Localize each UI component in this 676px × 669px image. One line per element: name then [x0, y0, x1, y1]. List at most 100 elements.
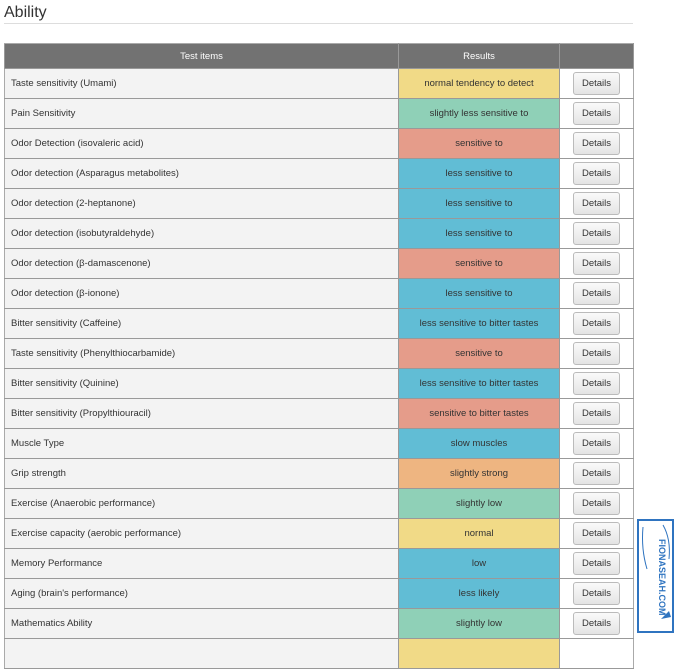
test-item: Aging (brain's performance): [4, 578, 399, 609]
action-cell: Details: [559, 428, 634, 459]
result-cell: less sensitive to: [398, 188, 560, 219]
details-button[interactable]: Details: [573, 252, 620, 275]
table-header: Test items Results: [4, 43, 634, 69]
details-button[interactable]: Details: [573, 522, 620, 545]
table-row: Exercise capacity (aerobic performance) …: [4, 518, 634, 549]
action-cell: Details: [559, 338, 634, 369]
test-item: Exercise (Anaerobic performance): [4, 488, 399, 519]
details-button[interactable]: Details: [573, 342, 620, 365]
test-item: Muscle Type: [4, 428, 399, 459]
action-cell: Details: [559, 158, 634, 189]
table-row: Mathematics Ability slightly low Details: [4, 608, 634, 639]
details-button[interactable]: Details: [573, 552, 620, 575]
result-cell: normal tendency to detect: [398, 68, 560, 99]
result-cell: less sensitive to: [398, 158, 560, 189]
action-cell: Details: [559, 488, 634, 519]
action-cell: Details: [559, 68, 634, 99]
table-row: Odor detection (2-heptanone) less sensit…: [4, 188, 634, 219]
test-item: Odor detection (Asparagus metabolites): [4, 158, 399, 189]
result-cell: sensitive to: [398, 338, 560, 369]
table-row: Odor detection (isobutyraldehyde) less s…: [4, 218, 634, 249]
test-item: Odor Detection (isovaleric acid): [4, 128, 399, 159]
result-cell: normal: [398, 518, 560, 549]
test-item: Odor detection (isobutyraldehyde): [4, 218, 399, 249]
table-row: Aging (brain's performance) less likely …: [4, 578, 634, 609]
test-item: Odor detection (β-damascenone): [4, 248, 399, 279]
details-button[interactable]: Details: [573, 582, 620, 605]
result-cell: less sensitive to bitter tastes: [398, 368, 560, 399]
result-cell: slightly strong: [398, 458, 560, 489]
header-results: Results: [398, 43, 560, 69]
result-cell: sensitive to: [398, 248, 560, 279]
details-button[interactable]: Details: [573, 192, 620, 215]
test-item: Taste sensitivity (Umami): [4, 68, 399, 99]
result-cell: less sensitive to: [398, 278, 560, 309]
action-cell: [559, 638, 634, 669]
result-cell: less sensitive to: [398, 218, 560, 249]
details-button[interactable]: Details: [573, 162, 620, 185]
table-row: Muscle Type slow muscles Details: [4, 428, 634, 459]
details-button[interactable]: Details: [573, 462, 620, 485]
details-button[interactable]: Details: [573, 132, 620, 155]
table-row: Grip strength slightly strong Details: [4, 458, 634, 489]
table-row: Bitter sensitivity (Propylthiouracil) se…: [4, 398, 634, 429]
details-button[interactable]: Details: [573, 312, 620, 335]
table-row: Bitter sensitivity (Caffeine) less sensi…: [4, 308, 634, 339]
action-cell: Details: [559, 308, 634, 339]
action-cell: Details: [559, 98, 634, 129]
action-cell: Details: [559, 188, 634, 219]
action-cell: Details: [559, 128, 634, 159]
result-cell: slow muscles: [398, 428, 560, 459]
test-item: Taste sensitivity (Phenylthiocarbamide): [4, 338, 399, 369]
details-button[interactable]: Details: [573, 102, 620, 125]
action-cell: Details: [559, 248, 634, 279]
test-item: Bitter sensitivity (Quinine): [4, 368, 399, 399]
table-row: Taste sensitivity (Umami) normal tendenc…: [4, 68, 634, 99]
header-actions: [559, 43, 634, 69]
details-button[interactable]: Details: [573, 432, 620, 455]
result-cell: [398, 638, 560, 669]
action-cell: Details: [559, 278, 634, 309]
result-cell: less likely: [398, 578, 560, 609]
details-button[interactable]: Details: [573, 492, 620, 515]
result-cell: slightly low: [398, 488, 560, 519]
table-row: Bitter sensitivity (Quinine) less sensit…: [4, 368, 634, 399]
action-cell: Details: [559, 218, 634, 249]
table-row: Odor Detection (isovaleric acid) sensiti…: [4, 128, 634, 159]
action-cell: Details: [559, 398, 634, 429]
details-button[interactable]: Details: [573, 402, 620, 425]
details-button[interactable]: Details: [573, 612, 620, 635]
page-title: Ability: [4, 4, 47, 21]
watermark-text: FIONASEAH.COM: [657, 539, 667, 616]
test-item: Grip strength: [4, 458, 399, 489]
action-cell: Details: [559, 458, 634, 489]
title-divider: [4, 23, 633, 24]
details-button[interactable]: Details: [573, 372, 620, 395]
result-cell: sensitive to: [398, 128, 560, 159]
action-cell: Details: [559, 548, 634, 579]
header-test-items: Test items: [4, 43, 399, 69]
action-cell: Details: [559, 518, 634, 549]
result-cell: slightly less sensitive to: [398, 98, 560, 129]
test-item: Memory Performance: [4, 548, 399, 579]
table-row: Memory Performance low Details: [4, 548, 634, 579]
table-row: Odor detection (β-damascenone) sensitive…: [4, 248, 634, 279]
table-row: Exercise (Anaerobic performance) slightl…: [4, 488, 634, 519]
details-button[interactable]: Details: [573, 222, 620, 245]
test-item: Bitter sensitivity (Propylthiouracil): [4, 398, 399, 429]
test-item: Exercise capacity (aerobic performance): [4, 518, 399, 549]
test-item: Bitter sensitivity (Caffeine): [4, 308, 399, 339]
details-button[interactable]: Details: [573, 72, 620, 95]
action-cell: Details: [559, 368, 634, 399]
result-cell: slightly low: [398, 608, 560, 639]
ability-table: Test items Results Taste sensitivity (Um…: [4, 43, 634, 669]
action-cell: Details: [559, 608, 634, 639]
watermark-logo: FIONASEAH.COM: [637, 519, 674, 633]
table-row: [4, 638, 634, 669]
action-cell: Details: [559, 578, 634, 609]
result-cell: less sensitive to bitter tastes: [398, 308, 560, 339]
test-item: Pain Sensitivity: [4, 98, 399, 129]
details-button[interactable]: Details: [573, 282, 620, 305]
test-item: Odor detection (2-heptanone): [4, 188, 399, 219]
test-item: Mathematics Ability: [4, 608, 399, 639]
